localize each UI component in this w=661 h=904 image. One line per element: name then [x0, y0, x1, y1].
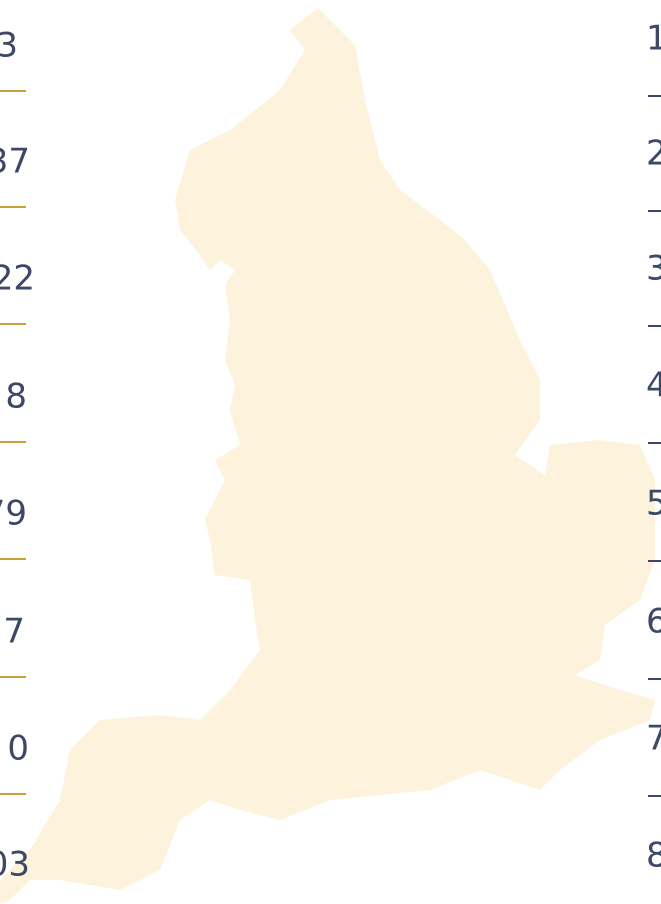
right-value: 5 — [646, 484, 661, 524]
left-value: 03 — [0, 845, 30, 885]
labels: 3 37 22 8 79 7 0 03 1 2 3 4 5 6 7 8 — [0, 19, 661, 885]
left-value: 0 — [7, 729, 29, 769]
left-value: 7 — [3, 612, 25, 652]
right-value: 2 — [646, 134, 661, 174]
england-map — [0, 8, 655, 904]
left-value: 3 — [0, 26, 18, 66]
right-value: 1 — [646, 19, 661, 59]
left-value: 8 — [5, 377, 27, 417]
right-value: 6 — [646, 602, 661, 642]
left-value: 79 — [0, 494, 27, 534]
right-value: 7 — [646, 719, 661, 759]
right-value: 4 — [646, 366, 661, 406]
left-value: 22 — [0, 259, 35, 299]
right-value: 8 — [646, 836, 661, 876]
right-value: 3 — [646, 249, 661, 289]
left-value: 37 — [0, 142, 30, 182]
